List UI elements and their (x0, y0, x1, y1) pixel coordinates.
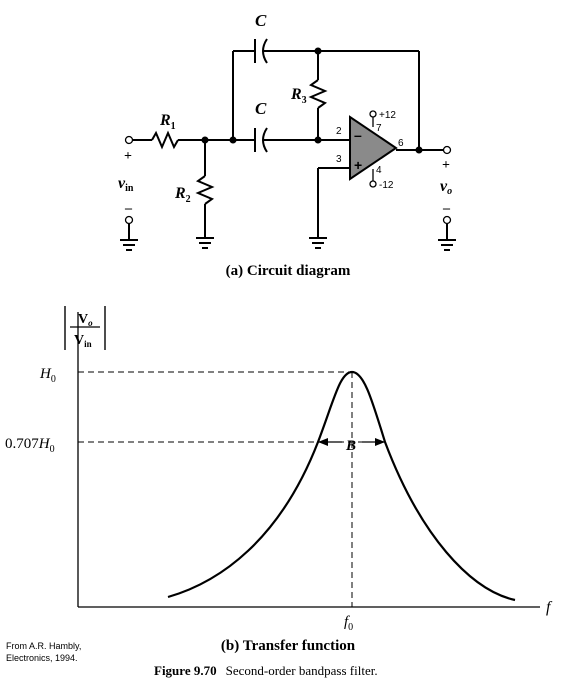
vin-minus: – (124, 201, 133, 216)
pin-7-label: 7 (376, 123, 382, 134)
vo-minus: – (442, 201, 451, 216)
opamp-minus-sign: – (354, 127, 362, 143)
h0-label: H0 (39, 366, 56, 385)
vin-label: vin (118, 175, 134, 194)
h707-label: 0.707H0 (5, 436, 55, 455)
ground-vo (438, 239, 456, 251)
svg-text:Vin: Vin (74, 333, 92, 349)
bandwidth-arrows (318, 438, 385, 446)
vo-terminal-top (442, 145, 452, 155)
circuit-diagram: C C R1 R2 R3 + vin – + vo – 2 3 4 6 7 +1… (118, 11, 456, 279)
bandpass-response-curve (167, 370, 516, 602)
cap-top-label: C (255, 11, 267, 30)
transfer-function-plot: Vo Vin B H0 0.707H0 f0 f (b) Transfer fu… (5, 306, 553, 654)
vo-plus: + (442, 158, 450, 173)
vo-label: vo (440, 178, 452, 197)
r1-label: R1 (159, 112, 176, 132)
credit-line-1: From A.R. Hambly, (6, 641, 82, 651)
r1-resistor (151, 130, 179, 150)
opamp-triangle (349, 115, 398, 181)
y-axis-label: Vo Vin (64, 306, 106, 350)
vin-terminal-bottom (124, 215, 134, 225)
r2-resistor (195, 175, 215, 205)
pin-4-label: 4 (376, 165, 382, 176)
bandwidth-label: B (345, 438, 356, 454)
source-credit: From A.R. Hambly, Electronics, 1994. (6, 640, 81, 664)
r2-label: R2 (174, 185, 191, 205)
supply-pos-terminal (369, 110, 377, 118)
opamp-plus-sign: + (354, 157, 362, 173)
supply-neg-label: -12 (379, 180, 394, 191)
supply-pos-label: +12 (379, 110, 396, 121)
figure-caption: Figure 9.70 Second-order bandpass filter. (154, 663, 378, 678)
ground-r2 (196, 237, 214, 249)
vin-plus: + (124, 149, 132, 164)
pin-6-label: 6 (398, 138, 404, 149)
x-axis-label: f (546, 599, 553, 616)
credit-line-2: Electronics, 1994. (6, 653, 78, 663)
pin-2-label: 2 (336, 126, 342, 137)
vo-terminal-bottom (442, 215, 452, 225)
circuit-caption: (a) Circuit diagram (226, 263, 351, 279)
supply-neg-terminal (369, 180, 377, 188)
ground-opamp (309, 237, 327, 249)
r3-label: R3 (290, 86, 307, 106)
transfer-caption: (b) Transfer function (221, 638, 356, 654)
ground-vin (120, 239, 138, 251)
cap-mid-label: C (255, 99, 267, 118)
pin-3-label: 3 (336, 154, 342, 165)
r3-resistor (308, 79, 328, 109)
svg-text:Vo: Vo (78, 312, 93, 328)
f0-label: f0 (344, 614, 353, 633)
vin-terminal-top (124, 135, 134, 145)
